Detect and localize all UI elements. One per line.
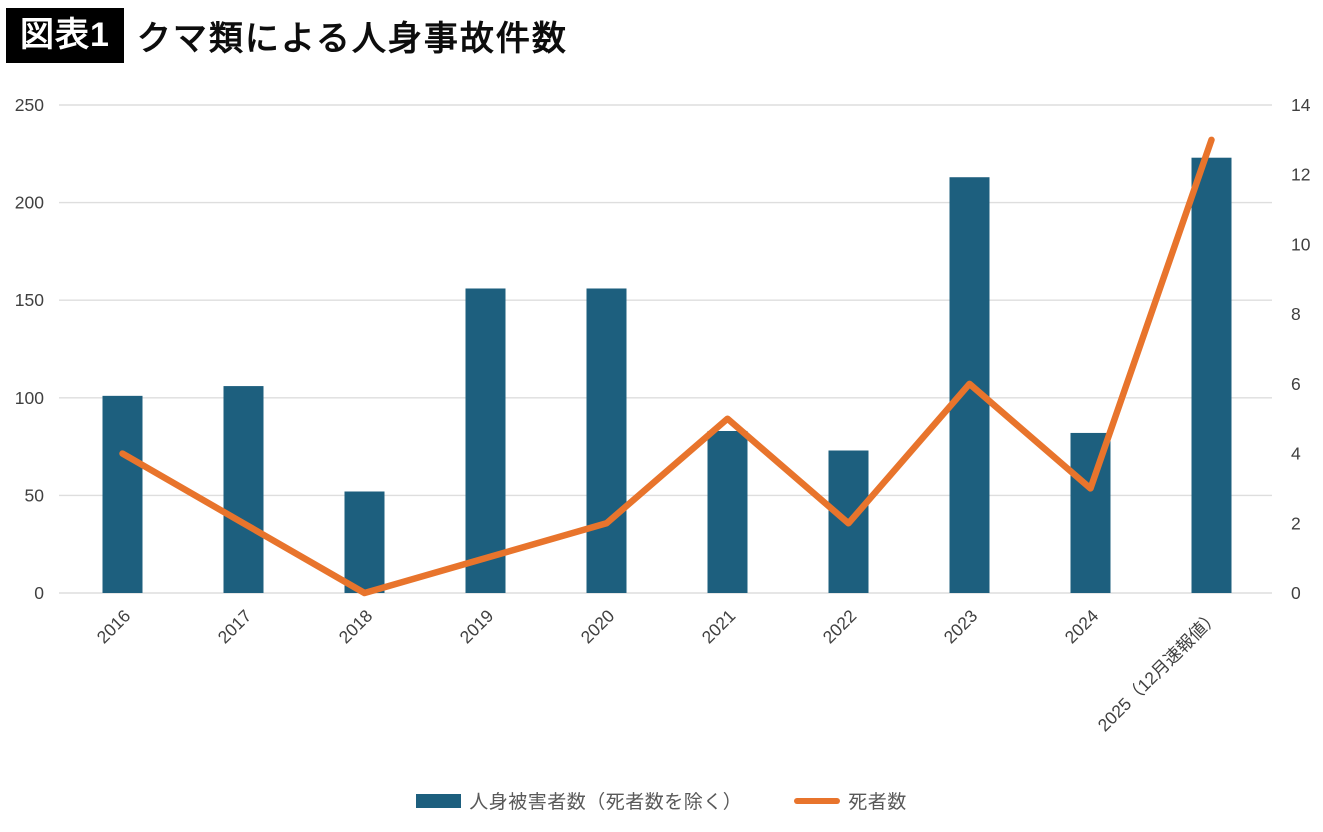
x-axis-label-2023: 2023 [940, 606, 982, 648]
left-axis-tick-100: 100 [15, 388, 44, 408]
bar-series-swatch [416, 793, 462, 808]
bar-2018 [344, 491, 385, 593]
line-series-label: 死者数 [848, 792, 907, 813]
chart-legend: 人身被害者数（死者数を除く） 死者数 [0, 787, 1323, 814]
right-axis-tick-10: 10 [1291, 234, 1311, 254]
x-axis-label-2017: 2017 [214, 606, 256, 648]
x-axis-label-2016: 2016 [93, 606, 135, 648]
legend-item-victims: 人身被害者数（死者数を除く） [416, 787, 742, 814]
right-axis-tick-6: 6 [1291, 374, 1301, 394]
bar-2021 [707, 430, 748, 593]
x-axis-label-2019: 2019 [456, 606, 498, 648]
bar-series-label: 人身被害者数（死者数を除く） [469, 792, 743, 813]
deaths-line [119, 136, 1215, 597]
right-axis-tick-8: 8 [1291, 304, 1301, 324]
bar-2019 [465, 288, 506, 593]
x-axis-label-2020: 2020 [577, 606, 619, 648]
left-axis-tick-150: 150 [15, 290, 44, 310]
bar-2016 [102, 395, 143, 593]
figure-number-badge: 図表1 [6, 8, 124, 63]
bear-incidents-combo-chart: 0 50 100 150 200 250 0 2 4 6 8 10 12 14 2016 2017 2018 20… [15, 95, 1311, 736]
x-axis-label-2025（12月速報値）: 2025（12月速報値） [1094, 606, 1224, 736]
x-axis-label-2022: 2022 [819, 606, 861, 648]
x-axis-label-2024: 2024 [1061, 606, 1103, 648]
bar-2025（12月速報値） [1191, 157, 1232, 594]
legend-item-deaths: 死者数 [794, 787, 907, 814]
right-axis-tick-0: 0 [1291, 583, 1301, 603]
right-axis-tick-4: 4 [1291, 444, 1301, 464]
right-axis-tick-14: 14 [1291, 95, 1311, 115]
x-axis-label-2018: 2018 [335, 606, 377, 648]
left-axis-tick-0: 0 [34, 583, 44, 603]
right-axis-tick-12: 12 [1291, 165, 1310, 185]
left-axis-tick-200: 200 [15, 193, 44, 213]
right-axis-tick-2: 2 [1291, 513, 1301, 533]
left-axis-tick-50: 50 [25, 485, 45, 505]
left-axis-tick-250: 250 [15, 95, 44, 115]
figure-title: クマ類による人身事故件数 [136, 20, 568, 58]
line-series-swatch [794, 797, 841, 804]
bar-2017 [223, 386, 264, 593]
bar-2020 [586, 288, 627, 593]
x-axis-label-2021: 2021 [698, 606, 740, 648]
figure-header: 図表1 クマ類による人身事故件数 [6, 8, 568, 63]
